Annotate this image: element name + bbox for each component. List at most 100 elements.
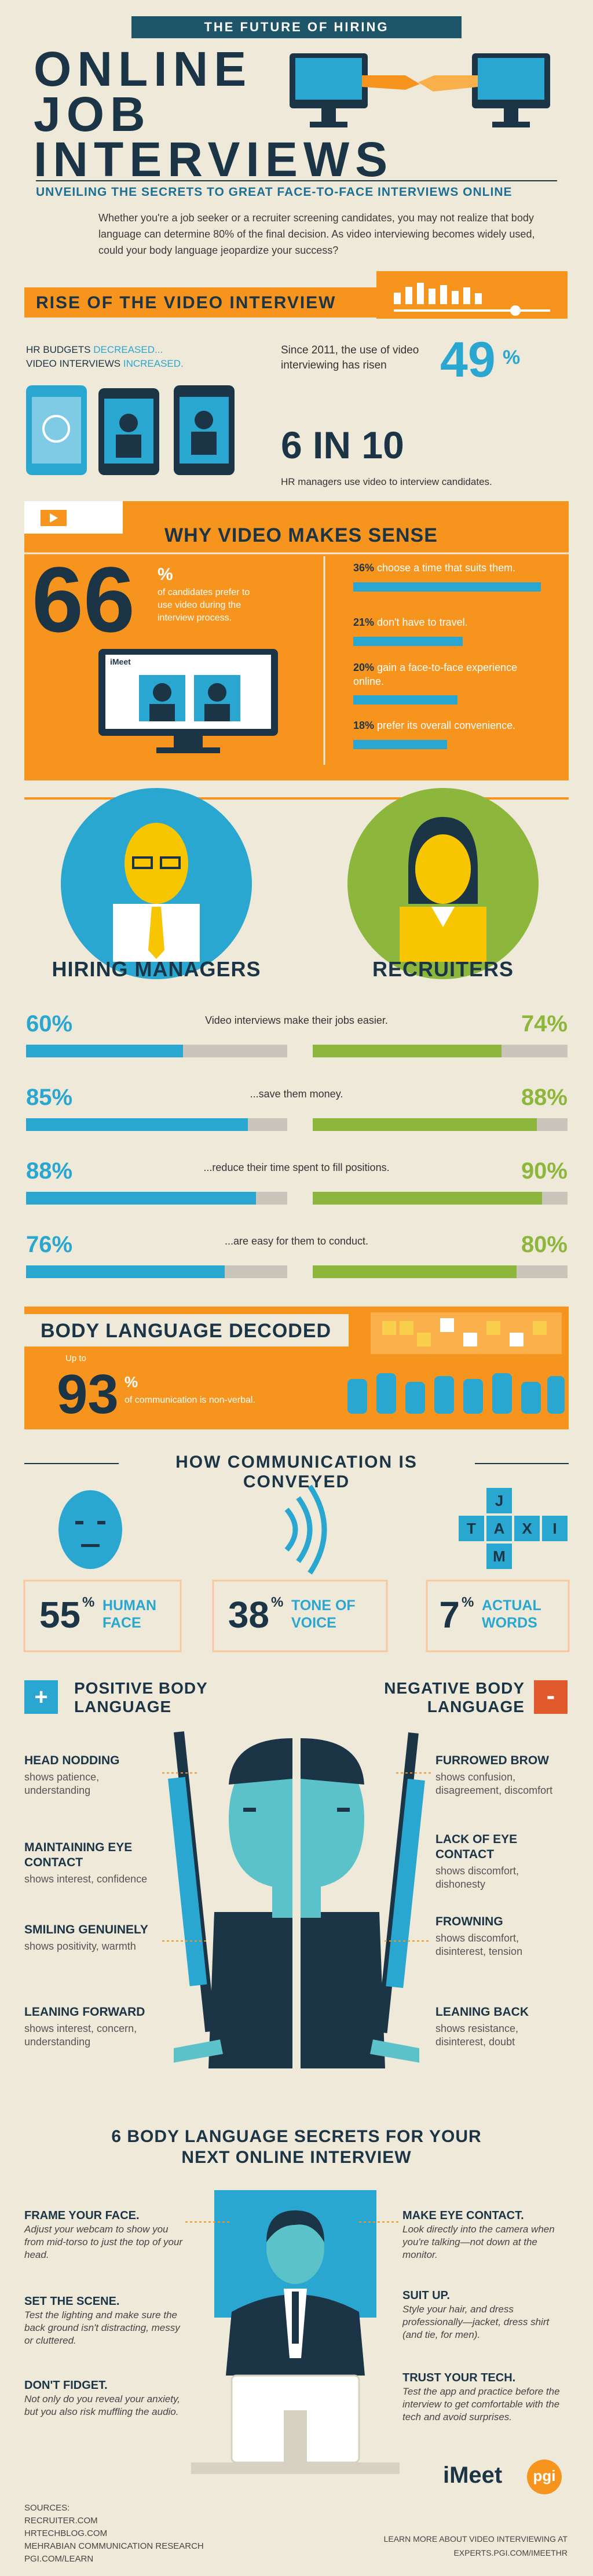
stat-unit: %	[82, 1595, 95, 1610]
logo: pgi	[533, 2467, 556, 2484]
reason-bar	[353, 637, 463, 646]
cta: LEARN MORE ABOUT VIDEO INTERVIEWING AT	[383, 2534, 568, 2544]
reason-label: 36%	[353, 562, 375, 574]
item-title: HEAD NODDING	[24, 1754, 120, 1767]
reason-bar	[353, 582, 541, 592]
item-text: shows resistance, disinterest, doubt	[435, 2023, 519, 2048]
budget-highlight: DECREASED...	[93, 344, 163, 355]
reason-text: prefer its overall convenience.	[377, 720, 516, 731]
stat-label: HUMAN FACE	[103, 1597, 157, 1631]
section-title: HOW COMMUNICATION IS CONVEYED	[175, 1453, 418, 1491]
item-title: SUIT UP.	[402, 2289, 450, 2302]
hm-bar	[26, 1045, 183, 1057]
item-title: TRUST YOUR TECH.	[402, 2371, 516, 2384]
sign-box	[534, 1680, 568, 1714]
ratio-text: HR managers use video to interview candi…	[281, 476, 492, 487]
stat-value: 38	[228, 1594, 269, 1636]
item-text: Not only do you reveal your anxiety, but…	[24, 2393, 180, 2417]
screen-brand: iMeet	[110, 657, 131, 666]
hm-label: 76%	[26, 1232, 73, 1257]
play-card	[24, 501, 123, 534]
pgi-badge	[527, 2460, 562, 2494]
hand-signs	[347, 1373, 565, 1414]
item-title: FRAME YOUR FACE.	[24, 2209, 140, 2222]
section-title: NEGATIVE BODY LANGUAGE	[384, 1679, 525, 1716]
hm-label: 85%	[26, 1085, 73, 1110]
monitors-handshake	[290, 53, 550, 127]
reason-bar	[353, 695, 457, 705]
body-item: MAINTAINING EYE CONTACT shows interest, c…	[24, 1840, 152, 1886]
rec-label: 88%	[521, 1085, 568, 1110]
logo: iMeet	[443, 2462, 503, 2488]
secret-item: FRAME YOUR FACE. Adjust your webcam to sh…	[24, 2209, 184, 2261]
reason-label: 18%	[353, 720, 375, 731]
devices	[26, 385, 235, 475]
section-title: BODY LANGUAGE DECODED	[41, 1320, 332, 1342]
item-title: SMILING GENUINELY	[24, 1923, 148, 1936]
item-title: LEANING BACK	[435, 2005, 529, 2019]
item-title: LEANING FORWARD	[24, 2005, 145, 2019]
subtitle: UNVEILING THE SECRETS TO GREAT FACE-TO-F…	[36, 185, 513, 199]
rec-label: 74%	[521, 1011, 568, 1037]
role-label: RECRUITERS	[372, 957, 514, 981]
item-title: FROWNING	[435, 1915, 503, 1928]
growth-unit: %	[503, 346, 521, 368]
title-strip	[24, 1314, 349, 1347]
ratio: 6 IN 10	[281, 424, 404, 466]
item-text: Test the lighting and make sure the back…	[24, 2309, 180, 2346]
body-item: FURROWED BROW shows confusion, disagreeme…	[435, 1753, 563, 1797]
hm-bar	[26, 1265, 225, 1278]
item-title: MAINTAINING EYE CONTACT	[24, 1841, 133, 1869]
letter-tile: X	[514, 1516, 540, 1541]
kicker-band	[131, 16, 462, 38]
hiring-manager-portrait	[61, 788, 252, 979]
item-text: shows positivity, warmth	[24, 1940, 136, 1952]
item-text: shows interest, concern, understanding	[24, 2023, 137, 2048]
reason-text: gain a face-to-face experience online.	[353, 662, 518, 687]
stat-unit: %	[462, 1595, 474, 1610]
sources-title: SOURCES:	[24, 2503, 70, 2513]
item-title: FURROWED BROW	[435, 1754, 549, 1767]
rec-label: 90%	[521, 1158, 568, 1184]
body-item: FROWNING shows discomfort, disinterest, t…	[435, 1914, 563, 1958]
recruiter-portrait	[347, 788, 539, 979]
row-text: ...are easy for them to conduct.	[224, 1235, 369, 1247]
body-item: HEAD NODDING shows patience, understandin…	[24, 1753, 152, 1797]
sign: +	[34, 1684, 48, 1710]
kicker: THE FUTURE OF HIRING	[204, 20, 389, 34]
section-title: WHY VIDEO MAKES SENSE	[164, 524, 438, 546]
hm-bar	[26, 1118, 248, 1131]
item-text: shows discomfort, disinterest, tension	[435, 1932, 523, 1957]
item-text: Style your hair, and dress professionall…	[402, 2304, 550, 2340]
prefix: Up to	[65, 1353, 86, 1363]
stat-unit: %	[271, 1595, 284, 1610]
letter-tile: I	[542, 1516, 568, 1541]
body-item: SMILING GENUINELY shows positivity, warmt…	[24, 1922, 152, 1953]
item-title: DON'T FIDGET.	[24, 2379, 108, 2392]
row-text: ...save them money.	[250, 1088, 343, 1100]
reason: 36% choose a time that suits them.	[353, 561, 544, 575]
sign: -	[546, 1681, 555, 1710]
stat-label: ACTUAL WORDS	[482, 1597, 541, 1631]
big-text: of candidates prefer to use video during…	[158, 588, 250, 623]
source: PGI.COM/LEARN	[24, 2554, 94, 2564]
big-unit: %	[158, 565, 173, 584]
rec-bar	[313, 1045, 502, 1057]
section-title: POSITIVE BODY LANGUAGE	[74, 1679, 208, 1716]
role-label: HIRING MANAGERS	[52, 957, 261, 981]
sign-box	[24, 1680, 58, 1714]
face-icon	[58, 1490, 122, 1569]
item-title: SET THE SCENE.	[24, 2295, 120, 2308]
rec-label: 80%	[521, 1232, 568, 1257]
item-text: shows discomfort, dishonesty	[435, 1865, 519, 1890]
secret-item: SET THE SCENE. Test the lighting and make…	[24, 2294, 184, 2347]
reason-text: don't have to travel.	[377, 616, 468, 628]
item-text: Look directly into the camera when you'r…	[402, 2224, 555, 2260]
body-item: LACK OF EYE CONTACT shows discomfort, dis…	[435, 1832, 563, 1891]
row-text: ...reduce their time spent to fill posit…	[203, 1162, 390, 1173]
reason-label: 20%	[353, 662, 375, 673]
decoded-unit: %	[125, 1373, 138, 1391]
stat-box	[23, 1579, 182, 1652]
budget-text: VIDEO INTERVIEWS	[26, 358, 121, 369]
